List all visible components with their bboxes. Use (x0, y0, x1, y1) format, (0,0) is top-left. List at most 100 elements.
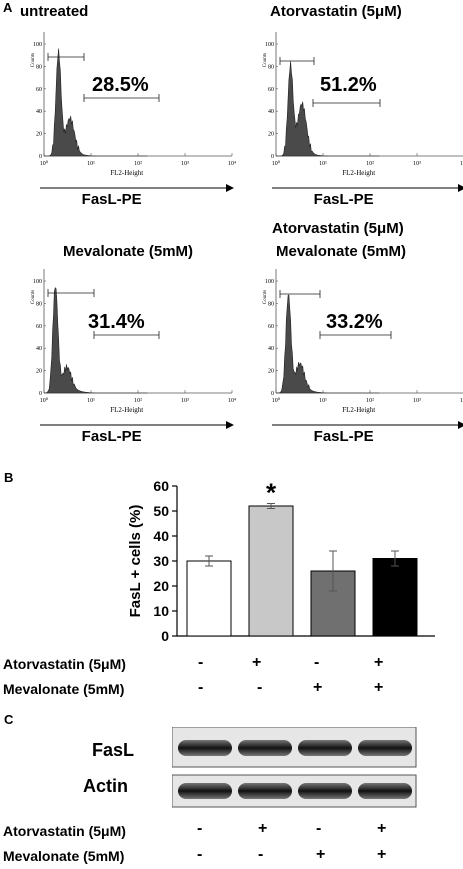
gate-percentage-2: 31.4% (88, 311, 145, 333)
fasl-axis-label-3: FasL-PE (314, 428, 374, 442)
blot-label-fasl: FasL (92, 740, 135, 760)
condition-label-mevalonate: Mevalonate (5mM) (3, 681, 125, 697)
histogram-title-mevalonate: Mevalonate (5mM) (63, 243, 194, 260)
bar-y-axis-title: FasL + cells (%) (127, 505, 144, 618)
bar-sign-atorva-3: - (314, 654, 320, 671)
x-tick-label-0-3: 10³ (181, 161, 189, 167)
bar-sign-atorva-1: - (198, 654, 204, 671)
band-actin-0 (178, 783, 232, 799)
x-tick-label-3-4: 10⁴ (460, 398, 463, 404)
significance-marker: * (266, 478, 277, 508)
x-tick-label-3-3: 10³ (413, 398, 421, 404)
band-actin-3 (358, 783, 412, 799)
fasl-axis-label-0: FasL-PE (82, 191, 142, 205)
x-tick-label-0-1: 10¹ (87, 161, 95, 167)
histogram-title-untreated: untreated (20, 3, 89, 20)
bar-1 (248, 505, 294, 637)
x-tick-label-1-3: 10³ (413, 161, 421, 167)
y-tick-label-1-5: 100 (265, 42, 274, 48)
x-axis-title-2: FL2-Height (110, 406, 143, 414)
y-tick-label-1-0: 0 (271, 154, 274, 160)
bar-y-tick-label-0: 0 (161, 628, 169, 644)
y-tick-label-2-5: 100 (33, 279, 42, 285)
x-axis-title-1: FL2-Height (342, 169, 375, 177)
x-tick-label-3-2: 10² (366, 398, 374, 404)
band-fasl-0 (178, 740, 232, 756)
y-tick-label-3-2: 40 (268, 346, 274, 352)
bar-y-tick-label-6: 60 (153, 478, 169, 494)
histogram-combo: 0 20 40 60 80 100 Counts 10⁰ 10¹ 10² 10³ 10⁴ FL2-Hei… (263, 269, 463, 442)
histogram-mevalonate: 0 20 40 60 80 100 Counts 10⁰ 10¹ 10² 10³ 10⁴ FL2-Hei… (31, 269, 236, 442)
y-tick-label-0-5: 100 (33, 42, 42, 48)
fasl-arrow-head-1 (458, 184, 463, 192)
panel-letter-c: C (4, 712, 14, 727)
fasl-axis-label-1: FasL-PE (314, 191, 374, 205)
fasl-axis-label-2: FasL-PE (82, 428, 142, 442)
x-tick-label-0-0: 10⁰ (40, 160, 49, 167)
y-axis-title-1: Counts (263, 53, 268, 67)
histogram-untreated: 0 20 40 60 80 100 Counts 10⁰ 10¹ 10² 10³ 10⁴ FL2-Hei… (31, 32, 236, 205)
blot-sign-meva-3: + (316, 846, 326, 863)
gate-percentage-3: 33.2% (326, 311, 383, 333)
x-tick-label-1-0: 10⁰ (272, 160, 281, 167)
bar-sign-meva-1: - (198, 679, 204, 696)
bar-chart-fasl-cells: 0 10 20 30 40 50 60 FasL + cells (%) * (127, 478, 435, 644)
x-tick-label-2-3: 10³ (181, 398, 189, 404)
y-axis-title-2: Counts (31, 290, 36, 304)
bar-sign-atorva-4: + (374, 654, 384, 671)
bar-0 (186, 560, 232, 637)
panel-letter-b: B (4, 470, 14, 485)
y-axis-title-0: Counts (31, 53, 36, 67)
y-tick-label-0-4: 80 (36, 64, 42, 70)
bar-y-tick-label-5: 50 (153, 503, 169, 519)
y-tick-label-2-0: 0 (39, 391, 42, 397)
band-fasl-3 (358, 740, 412, 756)
fasl-arrow-head-3 (458, 421, 463, 429)
x-tick-label-0-2: 10² (134, 161, 142, 167)
band-actin-1 (238, 783, 292, 799)
histogram-title-atorvastatin: Atorvastatin (5μM) (270, 3, 402, 20)
blot-sign-meva-4: + (377, 846, 387, 863)
bar-3 (372, 558, 418, 637)
bar-sign-meva-2: - (257, 679, 263, 696)
y-tick-label-3-4: 80 (268, 301, 274, 307)
blot-sign-atorva-1: - (197, 820, 203, 837)
blot-condition-label-mevalonate: Mevalonate (5mM) (3, 848, 125, 864)
x-tick-label-2-0: 10⁰ (40, 397, 49, 404)
histogram-title-combo-line1: Atorvastatin (5μM) (272, 220, 404, 237)
bar-sign-meva-4: + (374, 679, 384, 696)
y-tick-label-2-4: 80 (36, 301, 42, 307)
western-blot (172, 727, 417, 808)
y-tick-label-1-2: 40 (268, 109, 274, 115)
bar-y-tick-label-4: 40 (153, 528, 169, 544)
band-fasl-2 (298, 740, 352, 756)
fasl-arrow-head-2 (226, 421, 234, 429)
x-tick-label-2-1: 10¹ (87, 398, 95, 404)
x-tick-label-2-2: 10² (134, 398, 142, 404)
gate-percentage-1: 51.2% (320, 74, 377, 96)
histogram-area-1 (276, 61, 380, 157)
y-tick-label-3-3: 60 (268, 324, 274, 330)
gate-percentage-0: 28.5% (92, 74, 149, 96)
histogram-atorvastatin: 0 20 40 60 80 100 Counts 10⁰ 10¹ 10² 10³ 10⁴ FL2-Hei… (263, 32, 463, 205)
x-tick-label-1-1: 10¹ (319, 161, 327, 167)
bar-y-tick-label-1: 10 (153, 603, 169, 619)
y-tick-label-2-3: 60 (36, 324, 42, 330)
y-tick-label-2-1: 20 (36, 369, 42, 375)
blot-sign-atorva-2: + (258, 820, 268, 837)
fasl-arrow-head-0 (226, 184, 234, 192)
y-tick-label-3-5: 100 (265, 279, 274, 285)
blot-sign-atorva-3: - (316, 820, 322, 837)
bar-y-tick-label-3: 30 (153, 553, 169, 569)
bar-sign-meva-3: + (313, 679, 323, 696)
y-tick-label-1-4: 80 (268, 64, 274, 70)
condition-label-atorvastatin: Atorvastatin (5μM) (3, 656, 126, 672)
x-tick-label-3-0: 10⁰ (272, 397, 281, 404)
x-tick-label-1-4: 10⁴ (460, 161, 463, 167)
histogram-area-3 (276, 294, 380, 394)
y-axis-title-3: Counts (263, 290, 268, 304)
y-tick-label-3-1: 20 (268, 369, 274, 375)
y-tick-label-3-0: 0 (271, 391, 274, 397)
blot-sign-atorva-4: + (377, 820, 387, 837)
blot-label-actin: Actin (83, 776, 128, 796)
